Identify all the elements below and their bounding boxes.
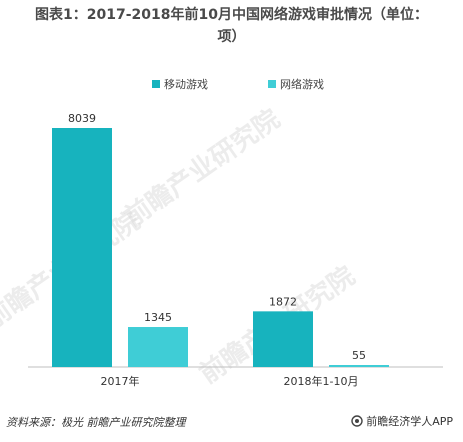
legend-swatch-mobile-games xyxy=(152,80,160,88)
bar-online-1 xyxy=(329,365,389,367)
legend-label-mobile-games: 移动游戏 xyxy=(164,78,208,91)
chart-title: 图表1：2017-2018年前10月中国网络游戏审批情况（单位： 项） xyxy=(0,4,463,48)
x-tick-label-0: 2017年 xyxy=(101,374,140,388)
bar-mobile-0 xyxy=(52,128,112,367)
legend-item-online-games: 网络游戏 xyxy=(268,76,324,92)
chart-title-line1: 图表1：2017-2018年前10月中国网络游戏审批情况（单位： xyxy=(35,7,428,23)
bar-chart: 8039 1345 2017年 1872 55 2018年1-10月 xyxy=(28,112,443,388)
brand-label: 前瞻经济学人APP xyxy=(366,415,453,428)
brand-icon xyxy=(351,415,363,427)
bar-online-0 xyxy=(128,327,188,367)
source-note: 资料来源：极光 前瞻产业研究院整理 xyxy=(6,416,186,429)
legend-item-mobile-games: 移动游戏 xyxy=(152,76,208,92)
bar-mobile-1 xyxy=(253,311,313,367)
brand-logo: 前瞻经济学人APP xyxy=(351,413,453,429)
x-tick-label-1: 2018年1-10月 xyxy=(284,374,359,388)
data-label-online-0: 1345 xyxy=(144,311,172,324)
data-label-online-1: 55 xyxy=(352,349,366,362)
chart-legend: 移动游戏 网络游戏 xyxy=(0,76,463,92)
legend-swatch-online-games xyxy=(268,80,276,88)
chart-title-line2: 项） xyxy=(217,29,246,45)
data-label-mobile-0: 8039 xyxy=(68,112,96,125)
data-label-mobile-1: 1872 xyxy=(269,295,297,308)
legend-label-online-games: 网络游戏 xyxy=(280,78,324,91)
